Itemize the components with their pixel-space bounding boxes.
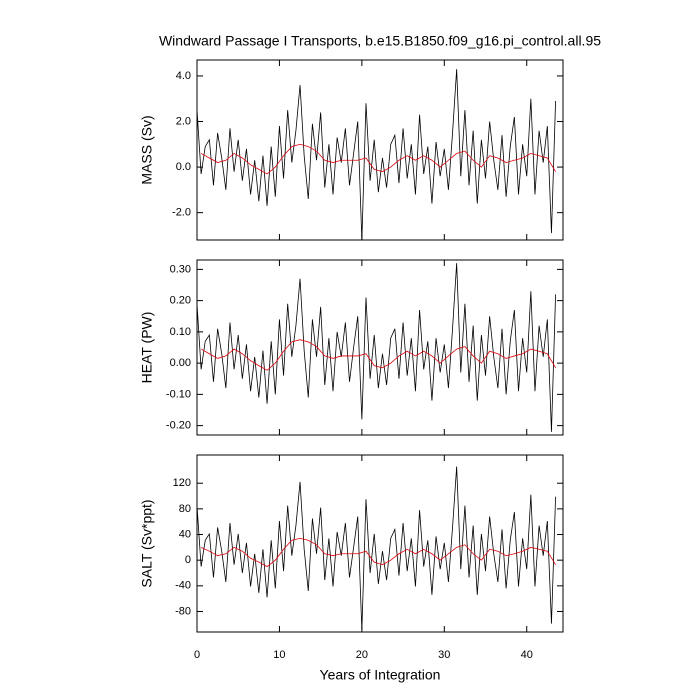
y-tick-label: -40	[175, 580, 191, 592]
x-tick-label: 30	[438, 649, 450, 661]
plot-frame	[196, 59, 564, 241]
y-axis-label: HEAT (PW)	[139, 312, 155, 384]
y-tick-label: -2.0	[172, 207, 191, 219]
series-line	[196, 263, 556, 432]
series-line	[196, 466, 556, 631]
y-tick-label: 0.0	[176, 161, 191, 173]
x-tick-label: 10	[273, 649, 285, 661]
y-tick-label: 0.00	[170, 357, 191, 369]
y-tick-label: 120	[173, 477, 191, 489]
series-line	[200, 537, 556, 568]
plot-frame	[196, 454, 564, 633]
y-tick-label: 80	[179, 503, 191, 515]
x-axis-label: Years of Integration	[320, 667, 441, 683]
y-tick-label: 4.0	[176, 70, 191, 82]
y-tick-label: 0.30	[170, 263, 191, 275]
y-tick-label: -0.20	[166, 420, 191, 432]
series-line	[196, 69, 556, 241]
y-axis-label: MASS (Sv)	[139, 115, 155, 184]
y-tick-label: 40	[179, 528, 191, 540]
y-axis-label: SALT (Sv*ppt)	[139, 499, 155, 587]
plot-frame	[196, 259, 564, 436]
x-tick-label: 20	[356, 649, 368, 661]
y-tick-label: 0.10	[170, 326, 191, 338]
y-tick-label: -0.10	[166, 388, 191, 400]
y-tick-label: 0	[185, 554, 191, 566]
y-tick-label: -80	[175, 605, 191, 617]
series-line	[200, 339, 556, 371]
y-tick-label: 2.0	[176, 115, 191, 127]
y-tick-label: 0.20	[170, 295, 191, 307]
chart-title: Windward Passage I Transports, b.e15.B18…	[159, 33, 601, 49]
x-tick-label: 40	[521, 649, 533, 661]
series-line	[200, 143, 556, 175]
x-tick-label: 0	[194, 649, 200, 661]
